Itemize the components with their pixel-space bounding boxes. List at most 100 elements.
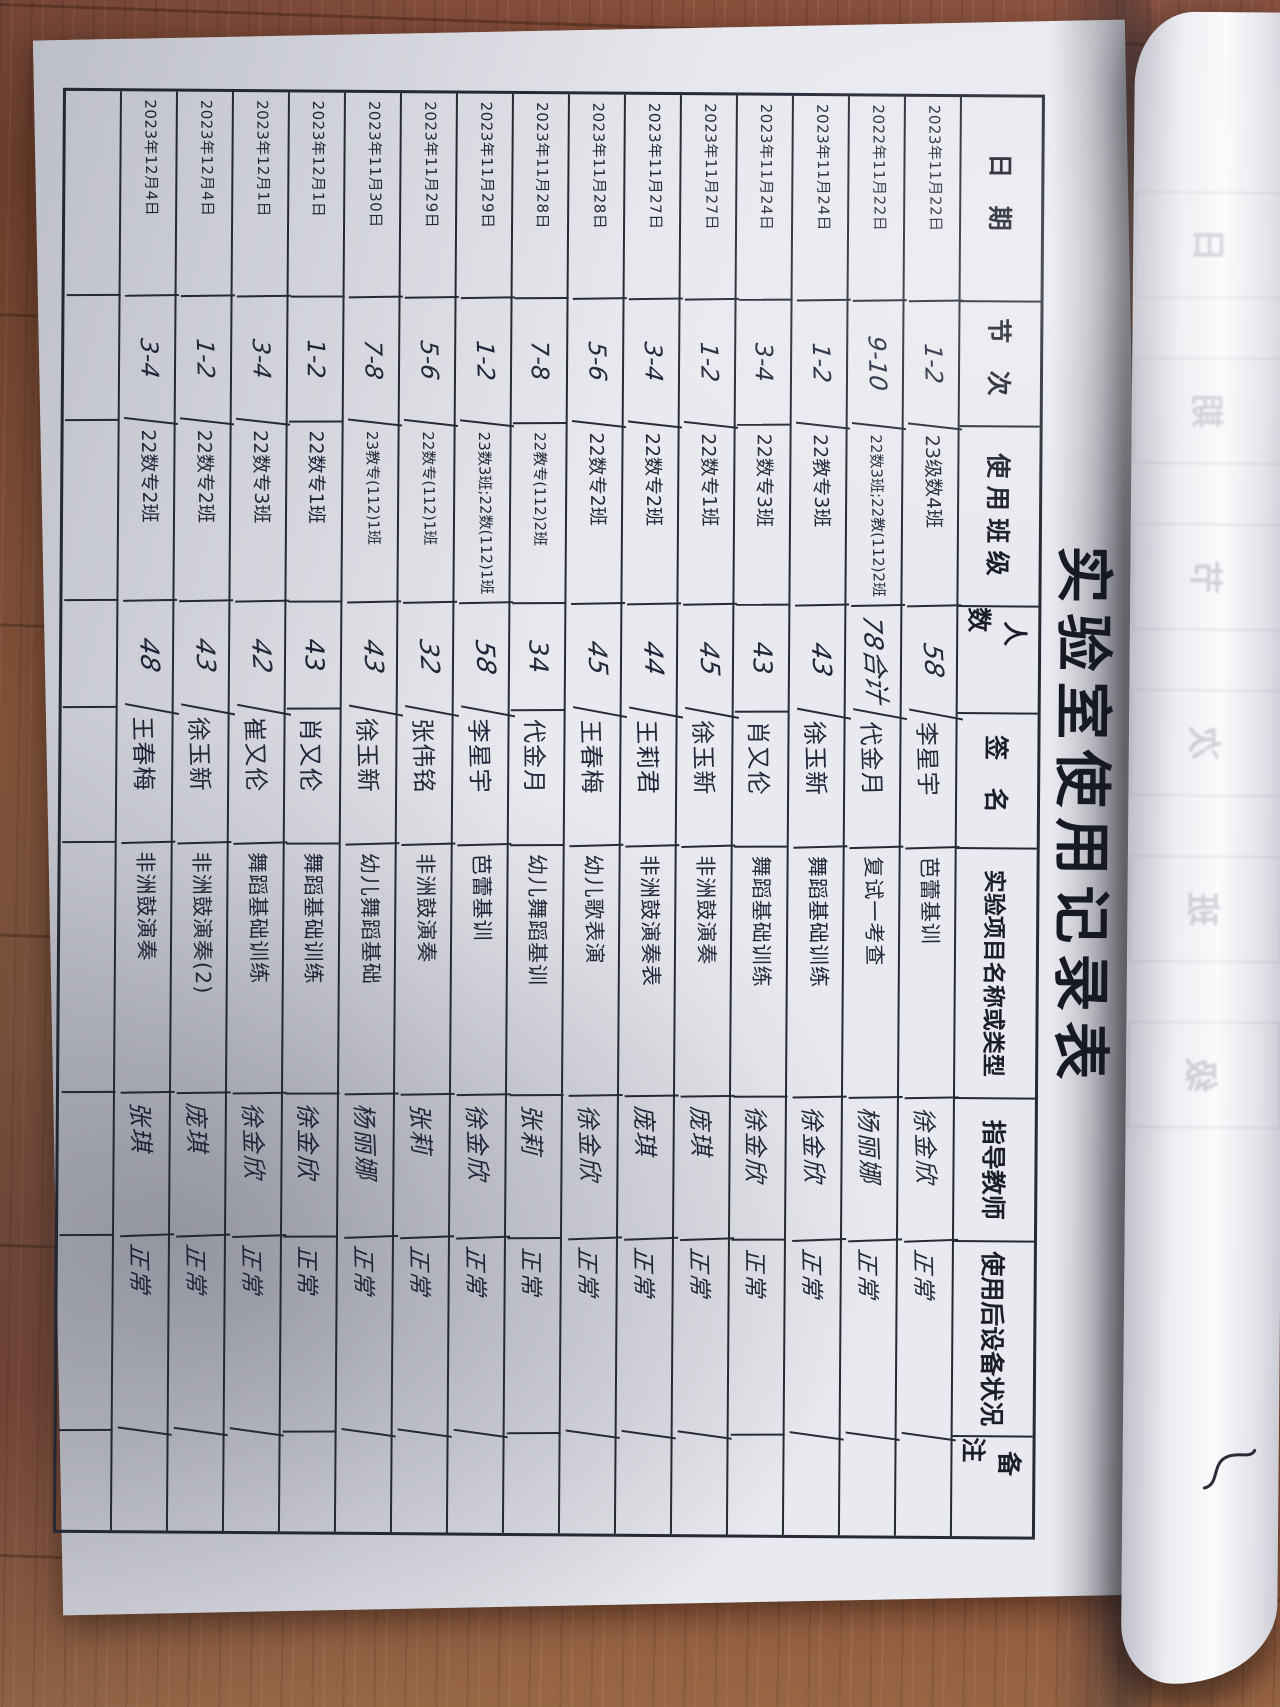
cell-date: 2023年11月24日 — [737, 95, 793, 301]
cell-teacher: 徐金欣 — [730, 1097, 786, 1241]
cell-teacher: 庞琪 — [674, 1096, 735, 1242]
header-cell-count: 人数 — [957, 607, 1039, 715]
cell-period: 1-2 — [288, 297, 343, 423]
stray-hair — [1202, 1448, 1257, 1490]
cell-project: 舞蹈基础训练 — [228, 843, 287, 1095]
cell-period: 3-4 — [232, 294, 290, 426]
cell-signature — [61, 707, 117, 844]
table-row: 2023年12月1日 1-2 22数专1班 43 肖又伦 舞蹈基础训练 徐金欣 … — [277, 92, 345, 1532]
cell-count — [62, 600, 117, 709]
cell-period: 3-4 — [624, 296, 682, 429]
cell-class: 22教专3班 — [791, 425, 850, 607]
cell-status: 正常 — [114, 1232, 172, 1436]
cell-count: 45 — [566, 599, 628, 719]
cell-class: 23教专(112)1班 — [343, 422, 402, 604]
table-row: 2022年11月22日 9-10 22数3班;22教(112)2班 78合计 代… — [837, 96, 908, 1536]
cell-status: 正常 — [338, 1234, 396, 1438]
cell-count: 43 — [342, 597, 404, 717]
cell-project: 非洲鼓演奏表 — [620, 846, 679, 1098]
cell-date: 2023年11月24日 — [793, 95, 851, 302]
table-row: 2023年11月28日 5-6 22数专2班 45 王春梅 幼儿歌表演 徐金欣 … — [557, 94, 628, 1534]
table-row: 2023年11月22日 1-2 23级数4班 58 李星宇 芭蕾基训 徐金欣 正… — [893, 96, 964, 1537]
header-cell-class: 使用班级 — [958, 427, 1040, 608]
cell-class: 22数专2班 — [567, 423, 626, 606]
table-row: 2023年12月4日 1-2 22数专2班 43 徐玉新 非洲鼓演奏(2) 庞琪… — [165, 91, 236, 1531]
cell-signature: 李星宇 — [453, 709, 512, 847]
cell-status: 正常 — [562, 1235, 620, 1440]
cell-date: 2023年11月28日 — [569, 94, 627, 300]
cell-count: 42 — [230, 597, 292, 716]
cell-project — [60, 842, 116, 1094]
cell-teacher: 徐金欣 — [450, 1094, 511, 1240]
cell-remark — [224, 1432, 279, 1531]
cell-teacher: 徐金欣 — [898, 1097, 959, 1243]
cell-period: 5-6 — [400, 295, 458, 427]
table-row: 2023年11月30日 7-8 23教专(112)1班 43 徐玉新 幼儿舞蹈基… — [333, 92, 404, 1533]
ghost-label: 日 — [1134, 191, 1280, 299]
header-cell-period: 节次 — [959, 302, 1041, 428]
cell-count: 78合计 — [846, 601, 908, 721]
cell-class: 22数专2班 — [623, 424, 682, 606]
cell-class: 22数专1班 — [287, 422, 343, 603]
table-row: 2023年12月4日 3-4 22数专2班 48 王春梅 非洲鼓演奏 张琪 正常 — [109, 91, 180, 1531]
page-title: 实验室使用记录表 — [1046, 545, 1118, 1090]
cell-class: 22数专3班 — [231, 421, 290, 603]
cell-date — [65, 90, 121, 297]
cell-date: 2022年11月22日 — [849, 96, 907, 302]
cell-status — [57, 1235, 113, 1432]
cell-status: 正常 — [281, 1237, 337, 1433]
cell-date: 2023年11月27日 — [625, 94, 683, 301]
cell-project: 幼儿舞蹈基训 — [508, 846, 564, 1097]
cell-date: 2023年11月27日 — [681, 94, 739, 301]
cell-period: 1-2 — [904, 298, 962, 431]
cell-project: 非洲鼓演奏 — [676, 846, 735, 1098]
cell-remark — [336, 1433, 391, 1532]
cell-remark — [448, 1434, 503, 1533]
cell-project: 非洲鼓演奏(2) — [172, 843, 231, 1095]
cell-status: 正常 — [394, 1234, 452, 1438]
table-row: 2023年11月28日 7-8 22教专(112)2班 34 代金月 幼儿舞蹈基… — [501, 93, 569, 1534]
cell-signature: 王莉君 — [621, 711, 680, 848]
cell-remark — [505, 1434, 559, 1533]
cell-period: 1-2 — [792, 298, 850, 430]
header-cell-signature: 签名 — [956, 714, 1038, 850]
cell-project: 复试一考查 — [844, 848, 903, 1099]
cell-status: 正常 — [786, 1237, 844, 1441]
table-header-row: 日期 节次 使用班级 人数 签名 实验项目名称或类型 指导教师 使用后设备状况 … — [949, 97, 1042, 1537]
cell-period: 9-10 — [848, 298, 906, 431]
cell-class: 22数专2班 — [119, 420, 178, 602]
cell-teacher: 徐金欣 — [562, 1095, 623, 1241]
cell-remark — [616, 1435, 671, 1534]
cell-teacher: 张琪 — [115, 1092, 175, 1238]
table-row: 2023年11月29日 1-2 23数3班;22数(112)1班 58 李星宇 … — [445, 93, 516, 1533]
cell-signature: 代金月 — [509, 711, 565, 847]
header-cell-status: 使用后设备状况 — [952, 1242, 1034, 1438]
cell-remark — [896, 1437, 951, 1536]
cell-signature: 徐玉新 — [341, 709, 400, 846]
ghost-label: 节 — [1131, 523, 1280, 631]
cell-count: 32 — [398, 598, 460, 718]
cell-teacher: 杨丽娜 — [338, 1093, 399, 1239]
header-cell-project: 实验项目名称或类型 — [954, 849, 1037, 1100]
cell-date: 2023年12月4日 — [121, 91, 179, 297]
curled-next-page: 日 期 节 次 班 级 — [1120, 11, 1280, 1685]
cell-teacher — [58, 1092, 114, 1237]
cell-teacher: 杨丽娜 — [842, 1097, 903, 1243]
header-cell-teacher: 指导教师 — [953, 1099, 1035, 1243]
cell-remark — [392, 1433, 447, 1532]
cell-project: 舞蹈基础训练 — [788, 847, 847, 1099]
cell-project: 舞蹈基础训练 — [284, 844, 340, 1095]
cell-remark — [57, 1431, 111, 1530]
cell-signature: 徐玉新 — [677, 711, 736, 848]
table-row: 2023年11月27日 3-4 22数专2班 44 王莉君 非洲鼓演奏表 庞琪 … — [613, 94, 684, 1535]
cell-class: 22数专1班 — [679, 424, 738, 606]
cell-date: 2023年11月28日 — [513, 94, 569, 300]
ghost-showthrough-column: 日 期 节 次 班 级 — [1125, 161, 1280, 1158]
cell-period: 7-8 — [512, 299, 567, 425]
cell-project: 芭蕾基训 — [452, 845, 511, 1097]
cell-date: 2023年12月4日 — [177, 91, 235, 298]
cell-signature: 徐玉新 — [173, 708, 232, 845]
cell-status: 正常 — [618, 1236, 676, 1440]
cell-status: 正常 — [226, 1233, 284, 1437]
cell-count: 34 — [510, 604, 565, 712]
